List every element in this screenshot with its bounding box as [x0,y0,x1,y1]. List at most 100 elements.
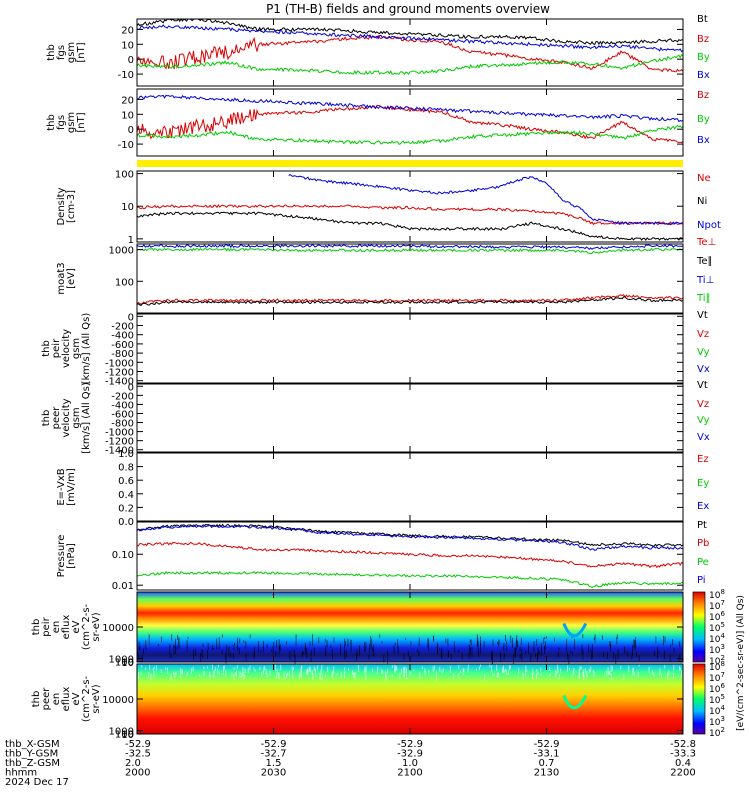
y-tick-label: 0 [128,55,134,66]
y-tick-label: 0.10 [112,550,134,561]
y-tick-label: 0 [128,312,134,323]
y-axis-label: (cm^2-s- [81,675,92,722]
y-axis-label: eflux [61,687,72,712]
ephem-value: -32.7 [261,749,287,760]
ephem-value: 2030 [261,768,286,779]
y-tick-label: 100 [115,170,134,181]
y-axis-label: fgs [56,45,67,60]
y-axis-label: thb [41,340,52,357]
panel-3: 1000 100 moat3 [eV] Te⊥ Te∥ Ti⊥ Ti∥ [56,237,716,314]
y-axis-label: [km/s] (All Qs) [81,382,92,454]
legend-Bx: Bx [697,135,710,146]
y-tick-label: 100 [115,277,134,288]
y-tick-label: 1.0 [118,449,134,460]
series-Bt [136,18,684,46]
y-axis-label: fgs [56,115,67,130]
y-tick-label: 100 [115,658,134,669]
panel-1: 20 10 0 -10 thb fgs gsm [nT] Bz By Bx [46,88,710,157]
y-axis-label: velocity [61,398,72,437]
y-axis-label: thb [46,44,57,61]
legend-Ex: Ex [697,501,709,512]
y-tick-label: -200 [111,322,134,333]
y-tick-label: 20 [121,25,134,36]
legend-Te⊥: Te⊥ [696,237,716,248]
y-tick-label: 10000 [102,695,134,706]
series-Ne [136,204,684,226]
y-axis-label: peir [41,616,52,636]
y-tick-label: 0 [128,382,134,393]
legend-Te∥: Te∥ [696,256,713,267]
ephem-value: 0.7 [539,758,555,769]
legend-Ez: Ez [697,454,709,465]
ephem-value: -32.5 [125,749,151,760]
y-axis-label: [km/s] (All Qs) [81,313,92,385]
ephem-label: thb_Y-GSM [5,749,58,760]
y-tick-label: 10000 [102,623,134,634]
panel-0: 20 10 0 -10 thb fgs gsm [nT] Bt Bz By Bx [46,14,710,87]
y-axis-label: gsm [66,112,77,133]
ephem-label: thb_X-GSM [5,739,60,750]
y-axis-label: thb [31,691,42,708]
y-axis-label: thb [31,619,42,636]
ephem-value: 2.0 [125,758,141,769]
y-axis-label: gsm [71,338,82,359]
series-Pi [136,524,684,551]
panel-2: 100 10 1 Density [cm-3] Ne Ni Npot [56,170,721,246]
series-Npot [288,173,684,226]
y-axis-label: (cm^2-s- [81,603,92,650]
y-tick-label: 0.2 [118,503,134,514]
y-tick-label: -800 [111,419,134,430]
series-Bz [136,34,684,73]
y-tick-label: 100 [115,730,134,741]
ephem-label: hhmm [5,768,37,779]
y-axis-label: Pressure [56,535,67,578]
ephem-value: -52.9 [125,739,151,750]
ephem-value: 2130 [534,768,559,779]
ephem-label: thb_Z-GSM [5,758,60,769]
spectrogram [137,592,683,662]
colorbar-label: [eV/(cm^2-sec-sr-eV)] (All Qs) [736,595,746,731]
ephem-value: 2200 [670,768,695,779]
y-axis-label: thb [46,114,57,131]
series-Pt [136,523,684,547]
ephem-value: 0.4 [675,758,691,769]
legend-Vt: Vt [697,380,708,391]
legend-Ni: Ni [697,196,707,207]
spectral-feature [562,622,588,638]
legend-Ti⊥: Ti⊥ [696,275,714,286]
panel-frame [136,521,684,591]
ephem-value: -52.9 [397,739,423,750]
ephem-value: 1.5 [266,758,282,769]
y-tick-label: -1200 [105,437,134,448]
series-By [136,53,684,76]
y-tick-label: 10 [121,658,134,669]
y-axis-label: peer [51,406,62,430]
y-axis-label: Density [56,187,67,225]
legend-Vy: Vy [697,347,710,358]
y-axis-label: [nT] [76,112,87,132]
y-tick-label: -1400 [105,377,134,388]
y-axis-label: en [51,693,62,706]
y-tick-label: 1000 [109,727,134,738]
y-tick-label: 1000 [109,246,134,257]
y-axis-label: moat3 [56,262,67,294]
y-axis-label: eV [71,620,82,633]
y-axis-label: E=-VxB [56,468,67,505]
ephem-value: -33.3 [670,749,696,760]
legend-Vx: Vx [697,364,710,375]
colorbar-electrons [692,663,706,735]
ephem-label: 2024 Dec 17 [5,777,69,788]
y-axis-label: sr-eV) [91,684,102,713]
legend-Ey: Ey [697,478,709,489]
series-Ni [136,211,684,241]
y-tick-label: -800 [111,349,134,360]
y-axis-label: en [51,621,62,634]
legend-Npot: Npot [697,220,721,231]
series-Te∥ [136,296,684,306]
y-axis-label: [mV/m] [66,468,77,506]
y-axis-label: thb [41,410,52,427]
series-By [136,124,684,145]
